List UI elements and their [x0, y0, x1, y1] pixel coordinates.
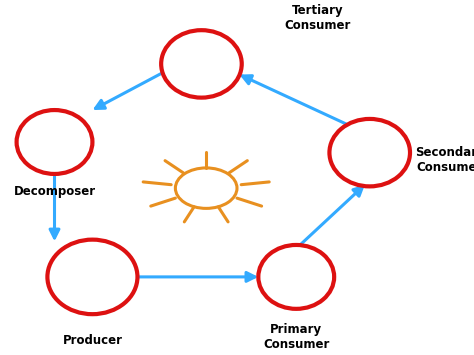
- Ellipse shape: [47, 240, 137, 314]
- Ellipse shape: [258, 245, 334, 309]
- Text: Producer: Producer: [63, 334, 122, 347]
- Text: Tertiary
Consumer: Tertiary Consumer: [284, 4, 351, 32]
- Ellipse shape: [161, 30, 242, 98]
- Ellipse shape: [329, 119, 410, 186]
- Text: Primary
Consumer: Primary Consumer: [263, 323, 329, 351]
- Text: Decomposer: Decomposer: [13, 185, 96, 198]
- Text: Secondary
Consumer: Secondary Consumer: [415, 146, 474, 174]
- Ellipse shape: [17, 110, 92, 174]
